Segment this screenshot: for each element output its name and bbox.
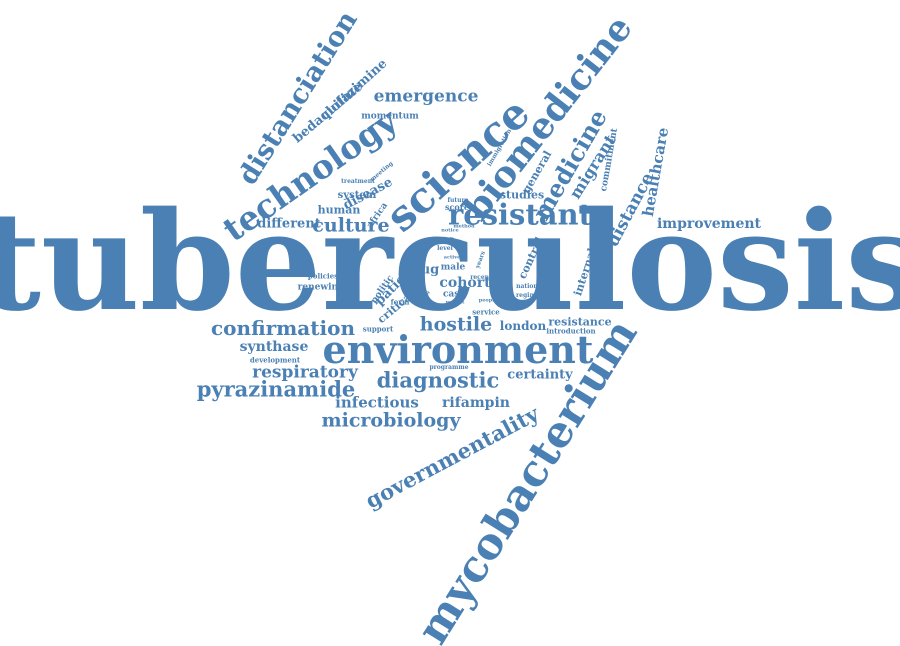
word-microbiology: microbiology bbox=[321, 409, 461, 432]
word-diagnostic: diagnostic bbox=[376, 367, 500, 393]
word-regimen: regimen bbox=[516, 292, 544, 299]
word-momentum: momentum bbox=[361, 111, 419, 122]
word-renewing: renewing bbox=[297, 282, 345, 293]
word-service: service bbox=[472, 307, 500, 317]
word-case: case bbox=[442, 289, 466, 300]
word-improvement: improvement bbox=[656, 216, 762, 232]
word-hostile: hostile bbox=[419, 313, 493, 336]
word-future: future bbox=[447, 197, 469, 204]
word-people: people bbox=[478, 297, 498, 304]
word-confirmation: confirmation bbox=[211, 316, 355, 340]
word-life: life bbox=[408, 250, 426, 261]
word-environment: environment bbox=[322, 327, 594, 372]
word-emergence: emergence bbox=[373, 86, 479, 107]
word-pyrazinamide: pyrazinamide bbox=[196, 376, 356, 402]
word-cohort: cohort bbox=[439, 275, 491, 291]
word-london: london bbox=[499, 319, 547, 333]
word-studies: studies bbox=[499, 188, 545, 202]
word-culture: culture bbox=[312, 214, 390, 237]
word-programme: programme bbox=[429, 364, 469, 371]
word-development: development bbox=[249, 355, 301, 365]
word-resistant: resistant bbox=[447, 197, 593, 232]
word-level: level bbox=[437, 245, 453, 252]
word-certainty: certainty bbox=[507, 367, 573, 383]
word-active: active bbox=[443, 254, 461, 261]
word-drug: drug bbox=[404, 262, 440, 278]
word-infectious: infectious bbox=[335, 393, 419, 412]
word-notice: notice bbox=[441, 227, 459, 234]
word-score: score bbox=[444, 202, 470, 212]
word-tuberculosis: tuberculosis bbox=[0, 182, 900, 342]
word-male: male bbox=[440, 262, 466, 273]
word-respiratory: respiratory bbox=[252, 362, 358, 383]
word-treatment: treatment bbox=[341, 178, 375, 185]
word-resistance: resistance bbox=[548, 315, 612, 329]
word-recent: recent bbox=[470, 274, 492, 281]
word-form: form bbox=[390, 297, 410, 307]
word-rifampin: rifampin bbox=[442, 395, 510, 411]
word-introduction: introduction bbox=[546, 326, 596, 336]
word-support: support bbox=[362, 324, 394, 334]
word-different: different bbox=[257, 216, 321, 232]
word-weight: weight bbox=[445, 299, 465, 306]
word-result: result bbox=[437, 236, 455, 243]
word-policies: policies bbox=[307, 271, 339, 281]
word-human: human bbox=[317, 203, 361, 217]
word-national: national bbox=[516, 283, 544, 290]
word-synthase: synthase bbox=[239, 339, 309, 355]
word-system: system bbox=[337, 190, 377, 201]
word-method: method bbox=[453, 223, 475, 230]
